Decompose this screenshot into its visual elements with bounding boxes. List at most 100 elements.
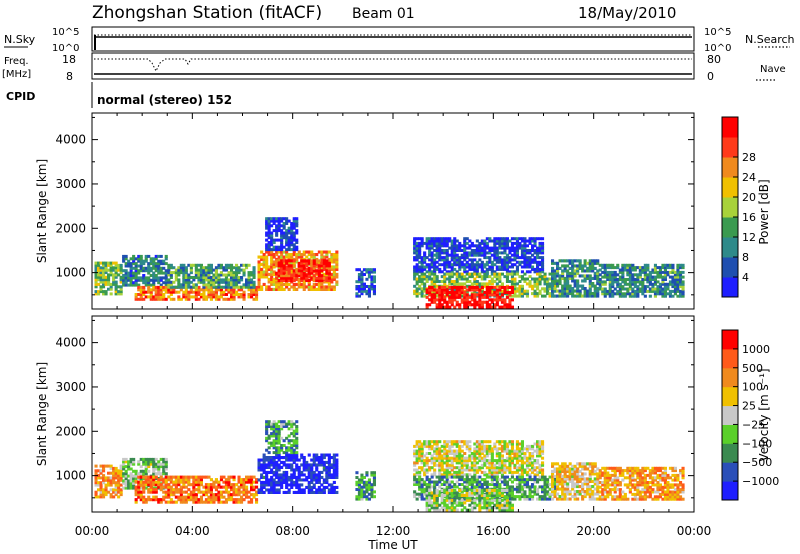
echo-cell bbox=[137, 495, 141, 499]
echo-cell bbox=[139, 264, 143, 268]
echo-cell bbox=[144, 483, 148, 487]
echo-cell bbox=[478, 272, 482, 276]
echo-cell bbox=[142, 266, 146, 270]
echo-cell bbox=[307, 463, 311, 467]
echo-cell bbox=[327, 458, 331, 462]
echo-cell bbox=[505, 452, 509, 455]
echo-cell bbox=[440, 463, 444, 467]
echo-cell bbox=[505, 442, 509, 446]
echo-cell bbox=[235, 273, 239, 277]
echo-cell bbox=[515, 249, 519, 252]
echo-cell bbox=[681, 282, 685, 286]
echo-cell bbox=[297, 261, 301, 265]
echo-cell bbox=[322, 276, 326, 280]
echo-cell bbox=[480, 239, 484, 243]
echo-cell bbox=[102, 266, 106, 270]
echo-cell bbox=[448, 298, 452, 302]
echo-cell bbox=[144, 254, 148, 258]
echo-cell bbox=[465, 277, 469, 281]
echo-cell bbox=[508, 305, 512, 309]
echo-cell bbox=[262, 458, 266, 462]
echo-cell bbox=[428, 251, 432, 255]
echo-cell bbox=[523, 239, 527, 243]
echo-cell bbox=[265, 448, 269, 452]
echo-cell bbox=[290, 446, 294, 450]
echo-cell bbox=[292, 453, 296, 457]
echo-cell bbox=[292, 439, 296, 443]
echo-cell bbox=[365, 285, 369, 288]
echo-cell bbox=[272, 478, 276, 482]
echo-cell bbox=[500, 293, 504, 297]
echo-cell bbox=[129, 278, 133, 282]
echo-cell bbox=[518, 260, 522, 264]
echo-cell bbox=[623, 287, 627, 291]
echo-cell bbox=[222, 480, 226, 484]
echo-cell bbox=[588, 292, 592, 296]
echo-cell bbox=[255, 288, 259, 292]
echo-cell bbox=[272, 277, 276, 281]
echo-cell bbox=[478, 452, 482, 455]
echo-cell bbox=[430, 473, 434, 477]
echo-cell bbox=[290, 248, 294, 252]
echo-cell bbox=[129, 276, 133, 280]
echo-cell bbox=[628, 285, 632, 289]
echo-cell bbox=[260, 250, 264, 254]
echo-cell bbox=[287, 465, 291, 469]
echo-cell bbox=[202, 278, 206, 282]
echo-cell bbox=[435, 244, 439, 248]
echo-cell bbox=[362, 495, 366, 499]
echo-cell bbox=[287, 483, 291, 487]
echo-cell bbox=[445, 258, 449, 262]
echo-cell bbox=[270, 236, 274, 240]
echo-cell bbox=[460, 461, 464, 465]
echo-cell bbox=[164, 480, 168, 484]
echo-cell bbox=[525, 258, 529, 262]
echo-cell bbox=[473, 300, 477, 304]
echo-cell bbox=[292, 432, 296, 436]
echo-cell bbox=[277, 441, 281, 445]
echo-cell bbox=[362, 476, 366, 479]
echo-cell bbox=[460, 288, 464, 292]
echo-cell bbox=[568, 284, 572, 288]
echo-cell bbox=[307, 453, 311, 457]
echo-cell bbox=[473, 251, 477, 255]
echo-cell bbox=[124, 486, 128, 490]
echo-cell bbox=[232, 278, 236, 282]
echo-cell bbox=[295, 439, 299, 443]
echo-cell bbox=[478, 456, 482, 460]
echo-cell bbox=[149, 480, 153, 484]
echo-cell bbox=[553, 274, 557, 278]
echo-cell bbox=[335, 460, 339, 464]
echo-cell bbox=[528, 241, 532, 245]
echo-cell bbox=[478, 258, 482, 262]
echo-cell bbox=[270, 253, 274, 257]
echo-cell bbox=[495, 237, 499, 241]
echo-cell bbox=[483, 241, 487, 245]
echo-cell bbox=[671, 285, 675, 289]
echo-cell bbox=[488, 246, 492, 250]
echo-cell bbox=[295, 483, 299, 487]
echo-cell bbox=[460, 456, 464, 460]
echo-cell bbox=[460, 463, 464, 467]
echo-cell bbox=[154, 288, 158, 292]
echo-cell bbox=[119, 266, 123, 270]
echo-cell bbox=[413, 249, 417, 252]
echo-cell bbox=[97, 495, 101, 499]
echo-cell bbox=[194, 483, 198, 487]
echo-cell bbox=[420, 292, 424, 296]
echo-cell bbox=[149, 475, 153, 479]
echo-cell bbox=[500, 473, 504, 477]
echo-cell bbox=[415, 289, 419, 293]
echo-cell bbox=[287, 453, 291, 457]
echo-cell bbox=[302, 287, 306, 291]
echo-cell bbox=[255, 493, 259, 497]
echo-cell bbox=[583, 287, 587, 291]
echo-cell bbox=[475, 285, 479, 289]
echo-cell bbox=[117, 485, 121, 489]
echo-cell bbox=[267, 434, 271, 438]
echo-cell bbox=[420, 260, 424, 264]
echo-cell bbox=[275, 451, 279, 455]
echo-cell bbox=[415, 277, 419, 281]
echo-cell bbox=[154, 480, 158, 484]
echo-cell bbox=[583, 274, 587, 278]
